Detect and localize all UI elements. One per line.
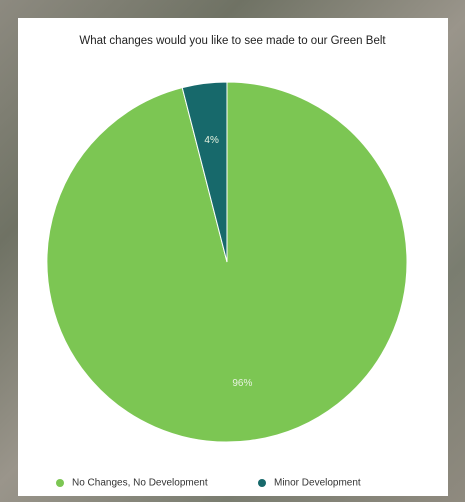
legend-label: Minor Development [274,478,361,489]
legend-marker [258,479,266,487]
pie-slice [181,81,228,263]
legend-label: No Changes, No Development [72,478,208,489]
legend-marker [56,479,64,487]
chart-title: What changes would you like to see made … [79,35,386,47]
slice-label: 4% [204,135,219,146]
slice-label: 96% [232,378,252,389]
